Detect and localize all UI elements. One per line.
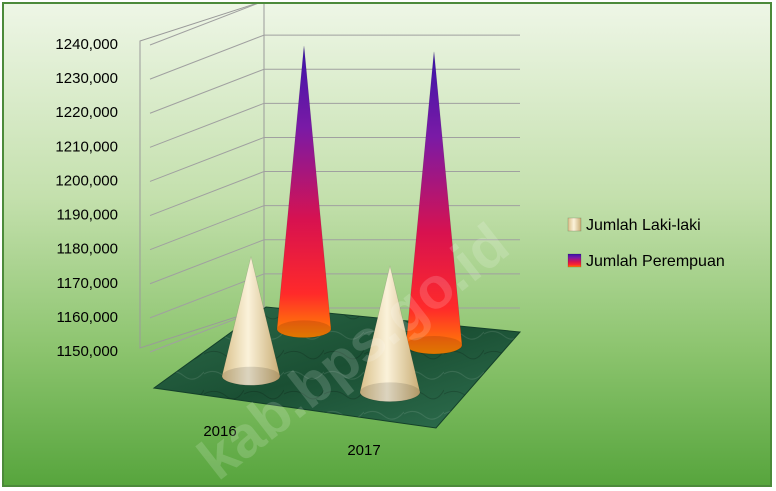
cone-marks <box>221 45 463 402</box>
cone-2017-laki-laki <box>359 265 421 402</box>
legend: Jumlah Laki-laki Jumlah Perempuan <box>567 217 725 270</box>
gridline <box>149 68 520 114</box>
cone-chart: 1150,000 1160,000 1170,000 1180,000 1190,000… <box>55 4 725 485</box>
cone-base <box>406 336 462 354</box>
gridline <box>149 171 520 217</box>
cone-base <box>277 320 331 338</box>
legend-item: Jumlah Perempuan <box>567 253 725 270</box>
y-tick-label: 1230,000 <box>55 70 118 87</box>
y-tick-label: 1220,000 <box>55 104 118 121</box>
legend-swatch <box>567 253 582 268</box>
legend-item: Jumlah Laki-laki <box>567 217 701 234</box>
y-tick-label: 1170,000 <box>57 275 118 292</box>
gridlines <box>149 4 520 353</box>
gridline <box>149 136 520 182</box>
cone-base <box>222 366 280 386</box>
x-axis-ticks: 2016 2017 <box>203 423 380 459</box>
y-tick-label: 1160,000 <box>57 309 118 326</box>
cone-body <box>276 45 332 338</box>
y-tick-label: 1190,000 <box>57 207 118 224</box>
cone-body <box>221 256 281 386</box>
cone-base <box>360 382 420 402</box>
legend-label: Jumlah Perempuan <box>586 253 725 270</box>
x-tick-label: 2017 <box>347 442 380 459</box>
legend-label: Jumlah Laki-laki <box>586 217 701 234</box>
y-tick-label: 1180,000 <box>57 241 118 258</box>
gridline <box>149 4 258 46</box>
legend-swatch <box>567 217 582 232</box>
y-tick-label: 1240,000 <box>55 36 118 53</box>
cone-2016-perempuan <box>276 45 332 338</box>
y-tick-label: 1150,000 <box>57 343 118 360</box>
y-axis-ticks: 1150,000 1160,000 1170,000 1180,000 1190,000… <box>55 36 118 360</box>
cone-2017-perempuan <box>405 51 463 355</box>
cone-body <box>359 265 421 402</box>
y-tick-label: 1200,000 <box>55 172 118 189</box>
y-tick-label: 1210,000 <box>55 138 118 155</box>
gridline <box>149 34 520 80</box>
gridline <box>149 102 520 148</box>
cone-2016-laki-laki <box>221 256 281 386</box>
x-tick-label: 2016 <box>203 423 236 440</box>
